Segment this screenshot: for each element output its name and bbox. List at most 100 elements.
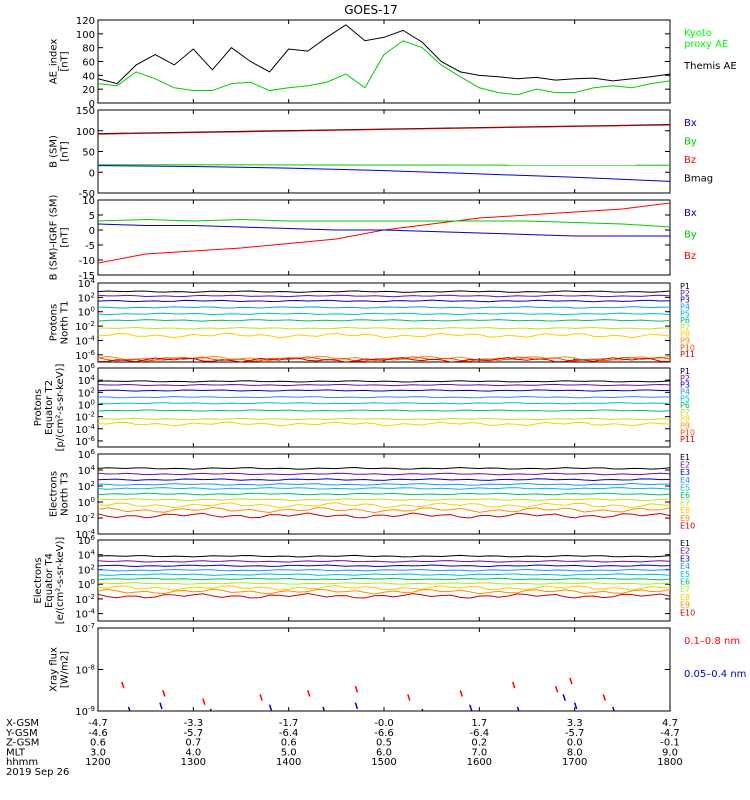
xray-point <box>516 706 520 711</box>
y-tick-label: 106 <box>78 448 96 461</box>
panel-bdiff: -15 -10 -5 0 5 10 B (SM)-IGRF (SM) [nT] Bx By Bz <box>49 195 697 282</box>
legend-entry: Bx <box>684 208 697 219</box>
x-tick-label: 0.0 <box>567 738 583 749</box>
y-tick-label: 102 <box>78 386 95 399</box>
channel-label: E7 <box>680 585 690 594</box>
y-axis-label: [nT] <box>60 51 71 71</box>
channel-label: P9 <box>680 337 690 346</box>
channel-label: E3 <box>680 468 690 477</box>
x-tick-label: 0.2 <box>471 738 487 749</box>
channel-line <box>98 487 670 490</box>
y-tick-label: -5 <box>85 241 95 252</box>
channel-label: E5 <box>680 483 690 492</box>
xray-point <box>159 702 163 710</box>
y-tick-label: 10-4 <box>75 334 95 347</box>
y-tick-label: 0 <box>89 99 95 110</box>
channel-label: P10 <box>680 343 695 352</box>
legend-entry: Kyoto <box>684 28 712 39</box>
channel-label: P8 <box>680 330 690 339</box>
x-axis-row-label: Y-GSM <box>5 728 38 739</box>
y-tick-label: 0 <box>89 168 95 179</box>
date-label: 2019 Sep 26 <box>6 767 69 778</box>
channel-label: P8 <box>680 415 690 424</box>
y-tick-label: 80 <box>82 44 95 55</box>
legend-entry: Themis AE <box>683 61 737 72</box>
xray-point <box>511 681 516 689</box>
y-tick-label: 120 <box>76 16 95 27</box>
channel-line <box>98 588 670 595</box>
channel-line <box>98 380 670 383</box>
x-tick-label: 4.0 <box>185 747 201 758</box>
x-axis-row-label: hhmm <box>6 757 38 768</box>
y-tick-label: 102 <box>78 563 95 576</box>
legend-entry: 0.1–0.8 nm <box>684 636 740 647</box>
y-axis-label: B (SM)-IGRF (SM) <box>49 195 60 281</box>
legend-entry: By <box>684 229 697 240</box>
x-tick-label: -0.1 <box>660 738 680 749</box>
y-tick-label: 100 <box>76 127 95 138</box>
channel-line <box>98 299 670 303</box>
legend-entry: proxy AE <box>684 39 728 50</box>
xray-point <box>612 706 615 711</box>
channel-line <box>98 507 670 514</box>
channel-line <box>98 389 670 392</box>
channel-label: P5 <box>680 394 690 403</box>
x-tick-label: 9.0 <box>662 747 678 758</box>
x-tick-label: -6.4 <box>279 728 299 739</box>
x-axis-row-label: Z-GSM <box>6 738 39 749</box>
x-tick-label: -6.4 <box>470 728 490 739</box>
channel-line <box>98 502 670 509</box>
legend-entry: Bmag <box>684 173 713 184</box>
channel-line <box>98 402 670 405</box>
channel-label: P3 <box>680 381 690 390</box>
y-tick-label: 10-6 <box>75 435 95 448</box>
channel-label: E3 <box>680 554 690 563</box>
y-axis-label: [e/(cm²-s-sr-keV)] <box>55 537 66 625</box>
xray-point <box>268 704 273 711</box>
xray-point <box>573 702 578 710</box>
x-tick-label: 0.6 <box>90 738 106 749</box>
channel-line <box>98 585 670 591</box>
y-tick-label: 10-4 <box>75 423 95 436</box>
y-axis-label: Electrons <box>49 471 60 517</box>
channel-label: E4 <box>680 562 690 571</box>
xray-point <box>121 681 125 689</box>
channel-label: E1 <box>680 453 690 462</box>
y-axis-label: [W/m2] <box>60 651 71 688</box>
channel-label: P10 <box>680 428 695 437</box>
y-tick-label: 10-7 <box>75 622 95 635</box>
x-tick-label: -4.7 <box>88 718 108 729</box>
x-tick-label: 6.0 <box>376 747 392 758</box>
y-tick-label: 10-4 <box>75 608 95 621</box>
channel-label: P6 <box>680 401 690 410</box>
y-axis-label: B (SM) <box>49 135 60 168</box>
y-axis-label: [nT] <box>60 227 71 247</box>
y-axis-label: Electrons <box>33 557 44 603</box>
channel-label: E6 <box>680 491 690 500</box>
x-axis-row-label: X-GSM <box>6 718 39 729</box>
channel-label: P6 <box>680 316 690 325</box>
legend-entry: 0.05–0.4 nm <box>684 669 746 680</box>
y-tick-label: 10-2 <box>75 512 95 525</box>
x-tick-label: 1200 <box>85 757 110 768</box>
y-tick-label: 150 <box>76 106 95 117</box>
x-tick-label: -6.6 <box>374 728 394 739</box>
xray-point <box>354 685 359 693</box>
y-tick-label: -10 <box>79 256 95 267</box>
channel-line <box>98 449 670 453</box>
xray-point <box>259 694 263 701</box>
y-tick-label: 10-2 <box>75 320 95 333</box>
channel-label: P2 <box>680 374 690 383</box>
channel-line <box>98 409 670 412</box>
y-tick-label: 106 <box>78 362 96 375</box>
channel-label: E6 <box>680 578 690 587</box>
channel-label: P7 <box>680 408 690 417</box>
panel-b: -50 0 50 100 150 B (SM) [nT] Bx By Bz Bmag <box>49 106 714 200</box>
xray-point <box>354 702 359 710</box>
channel-line <box>98 512 670 519</box>
series-line <box>98 202 670 264</box>
x-tick-label: 0.7 <box>185 738 201 749</box>
panel-frame <box>97 282 671 363</box>
xray-point <box>209 708 212 711</box>
y-tick-label: 10-9 <box>75 705 95 718</box>
